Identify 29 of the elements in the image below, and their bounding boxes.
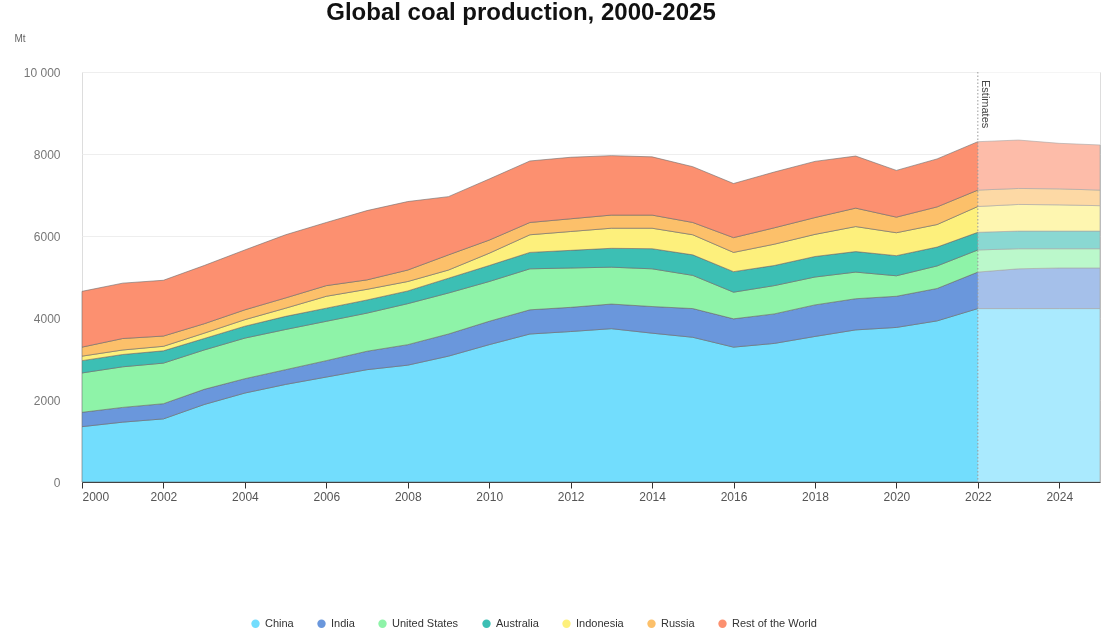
legend-label: Indonesia [576,616,625,629]
legend-label: China [265,616,295,629]
x-tick-label: 2010 [476,489,504,504]
x-tick-label: 2022 [964,489,993,504]
x-tick-label: 2012 [557,489,585,504]
y-tick-label: 8000 [33,147,61,162]
x-tick-label: 2006 [313,489,341,504]
y-tick-label: 2000 [33,393,61,408]
x-tick-label: 2020 [883,489,911,504]
legend-label: Australia [496,616,540,629]
legend-label: India [331,616,356,629]
x-tick-label: 2000 [82,489,110,504]
y-tick-label: 0 [53,475,61,490]
x-tick-label: 2016 [720,489,748,504]
x-tick-label: 2024 [1046,489,1074,504]
x-tick-label: 2004 [232,489,260,504]
x-tick-label: 2018 [802,489,830,504]
legend-label: Russia [661,616,696,629]
y-tick-label: 6000 [33,229,61,244]
x-tick-label: 2014 [639,489,667,504]
x-tick-label: 2002 [150,489,178,504]
y-tick-label: 10 000 [23,65,61,80]
y-axis-title: Mt [14,32,26,44]
ref-line-label: Estimates [979,80,992,129]
x-tick-label: 2008 [394,489,422,504]
legend-label: Rest of the World [732,616,817,629]
y-tick-label: 4000 [33,311,61,326]
legend-label: United States [392,616,459,629]
chart-title: Global coal production, 2000-2025 [326,0,716,25]
